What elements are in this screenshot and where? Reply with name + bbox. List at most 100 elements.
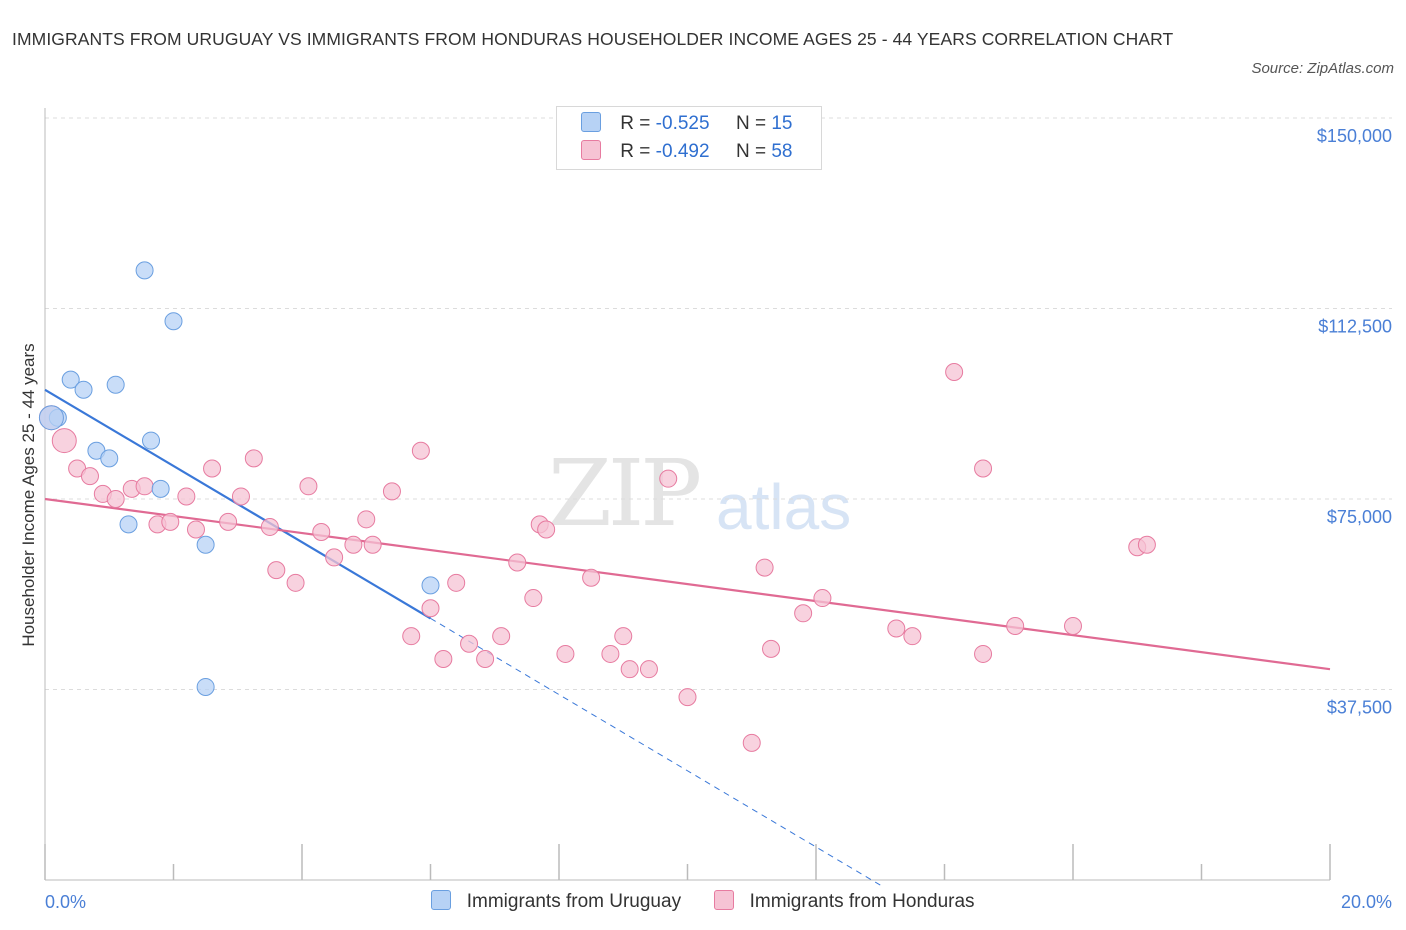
source-label: Source: ZipAtlas.com <box>1251 60 1394 77</box>
uruguay-point <box>119 515 138 534</box>
uruguay-point <box>74 380 93 399</box>
grid-lines <box>45 117 1392 690</box>
honduras-point <box>537 520 556 539</box>
honduras-point <box>974 644 993 663</box>
uruguay-legend-label: Immigrants from Uruguay <box>466 891 682 912</box>
legend-item-honduras[interactable]: Immigrants from Honduras <box>714 890 975 913</box>
honduras-point <box>411 441 430 460</box>
uruguay-point <box>421 576 440 595</box>
legend-item-uruguay[interactable]: Immigrants from Uruguay <box>431 890 681 913</box>
legend-row-honduras: R = -0.492 N = 58 <box>581 139 792 165</box>
honduras-point <box>620 660 639 679</box>
r-label: R = <box>620 141 651 162</box>
stats-legend: R = -0.525 N = 15 R = -0.492 N = 58 <box>556 106 822 170</box>
uruguay-point <box>164 312 183 331</box>
honduras-point <box>903 627 922 646</box>
honduras-point <box>447 573 466 592</box>
watermark-zip: ZIP <box>548 440 702 547</box>
honduras-point <box>177 487 196 506</box>
honduras-point <box>582 568 601 587</box>
honduras-point <box>219 512 238 531</box>
honduras-point <box>1064 617 1082 635</box>
y-tick-label: $112,500 <box>1318 317 1392 337</box>
honduras-point <box>524 589 543 608</box>
honduras-point <box>476 650 495 669</box>
trend-line <box>44 497 1331 671</box>
honduras-legend-swatch <box>714 890 735 910</box>
honduras-point <box>312 523 331 542</box>
honduras-point <box>161 512 180 531</box>
honduras-point <box>357 510 376 529</box>
honduras-point <box>601 644 620 663</box>
trend-line-extension <box>430 617 881 886</box>
n-value: 58 <box>771 141 793 162</box>
x-tick-label: 0.0% <box>45 892 86 912</box>
r-label: R = <box>620 113 651 134</box>
honduras-point <box>508 553 527 572</box>
honduras-point <box>244 449 263 468</box>
y-tick-label: $37,500 <box>1327 698 1392 718</box>
x-tick-label: 20.0% <box>1341 892 1392 912</box>
legend-row-uruguay: R = -0.525 N = 15 <box>581 111 792 137</box>
honduras-point <box>80 467 99 486</box>
honduras-point <box>659 469 678 488</box>
honduras-point <box>974 459 993 478</box>
honduras-point <box>639 660 658 679</box>
honduras-point <box>1006 617 1025 635</box>
honduras-point <box>742 733 761 752</box>
data-points <box>38 261 1156 752</box>
honduras-point <box>755 558 774 577</box>
y-tick-label: $150,000 <box>1317 126 1392 146</box>
uruguay-point <box>38 405 64 431</box>
y-axis-label: Householder Income Ages 25 - 44 years <box>19 343 38 646</box>
honduras-point <box>382 482 401 501</box>
watermark-atlas: atlas <box>716 471 852 543</box>
honduras-legend-label: Immigrants from Honduras <box>749 891 975 912</box>
axes <box>44 108 1331 881</box>
honduras-point <box>492 627 511 646</box>
honduras-swatch <box>581 140 601 160</box>
uruguay-point <box>151 479 170 498</box>
honduras-point <box>945 363 964 381</box>
y-tick-label: $75,000 <box>1327 507 1392 527</box>
honduras-point <box>614 627 633 646</box>
uruguay-point <box>106 375 125 394</box>
uruguay-swatch <box>581 112 601 132</box>
honduras-point <box>678 688 697 707</box>
honduras-point <box>325 548 344 567</box>
n-label: N = <box>735 113 767 134</box>
n-value: 15 <box>771 113 793 134</box>
uruguay-point <box>135 261 154 280</box>
honduras-point <box>299 477 318 496</box>
honduras-point <box>794 604 813 623</box>
trend-lines <box>44 388 1331 886</box>
honduras-point <box>344 535 363 554</box>
honduras-point <box>267 561 286 580</box>
honduras-point <box>186 520 205 539</box>
uruguay-point <box>196 535 215 554</box>
uruguay-point <box>100 449 119 468</box>
honduras-point <box>813 589 832 608</box>
chart-title: IMMIGRANTS FROM URUGUAY VS IMMIGRANTS FR… <box>12 29 1174 49</box>
honduras-point <box>762 639 781 658</box>
honduras-point <box>556 644 575 663</box>
honduras-point <box>260 517 279 536</box>
honduras-point <box>1137 535 1156 554</box>
n-label: N = <box>735 141 767 162</box>
r-value: -0.492 <box>655 141 710 162</box>
honduras-point <box>434 650 453 669</box>
honduras-point <box>106 490 125 508</box>
honduras-point <box>363 535 382 554</box>
uruguay-legend-swatch <box>431 890 452 910</box>
r-value: -0.525 <box>655 113 710 134</box>
honduras-point <box>402 627 421 646</box>
uruguay-point <box>142 431 161 450</box>
honduras-point <box>460 634 479 653</box>
series-legend: Immigrants from Uruguay Immigrants from … <box>0 890 1406 913</box>
honduras-point <box>231 487 250 506</box>
tick-labels: $37,500 $75,000 $112,500 $150,000 0.0% 20.0% H… <box>19 126 1392 912</box>
honduras-point <box>135 477 154 496</box>
honduras-point <box>51 428 77 454</box>
honduras-point <box>203 459 222 478</box>
